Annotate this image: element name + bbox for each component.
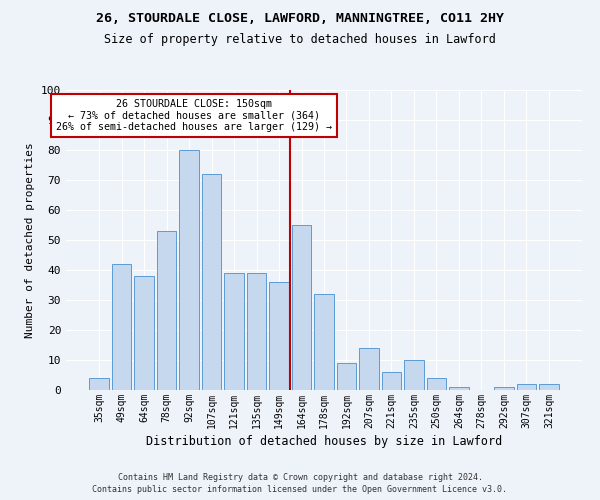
Bar	[112, 264, 131, 390]
Bar	[179, 150, 199, 390]
Bar	[494, 387, 514, 390]
Text: Distribution of detached houses by size in Lawford: Distribution of detached houses by size …	[146, 435, 502, 448]
Bar	[89, 378, 109, 390]
Bar	[224, 273, 244, 390]
Bar	[157, 231, 176, 390]
Bar	[202, 174, 221, 390]
Bar	[247, 273, 266, 390]
Bar	[359, 348, 379, 390]
Bar	[134, 276, 154, 390]
Bar	[292, 225, 311, 390]
Bar	[269, 282, 289, 390]
Bar	[314, 294, 334, 390]
Y-axis label: Number of detached properties: Number of detached properties	[25, 142, 35, 338]
Bar	[517, 384, 536, 390]
Bar	[337, 363, 356, 390]
Bar	[404, 360, 424, 390]
Text: 26 STOURDALE CLOSE: 150sqm
← 73% of detached houses are smaller (364)
26% of sem: 26 STOURDALE CLOSE: 150sqm ← 73% of deta…	[56, 99, 332, 132]
Bar	[382, 372, 401, 390]
Bar	[539, 384, 559, 390]
Text: Contains public sector information licensed under the Open Government Licence v3: Contains public sector information licen…	[92, 485, 508, 494]
Bar	[449, 387, 469, 390]
Bar	[427, 378, 446, 390]
Text: Size of property relative to detached houses in Lawford: Size of property relative to detached ho…	[104, 32, 496, 46]
Text: 26, STOURDALE CLOSE, LAWFORD, MANNINGTREE, CO11 2HY: 26, STOURDALE CLOSE, LAWFORD, MANNINGTRE…	[96, 12, 504, 26]
Text: Contains HM Land Registry data © Crown copyright and database right 2024.: Contains HM Land Registry data © Crown c…	[118, 472, 482, 482]
